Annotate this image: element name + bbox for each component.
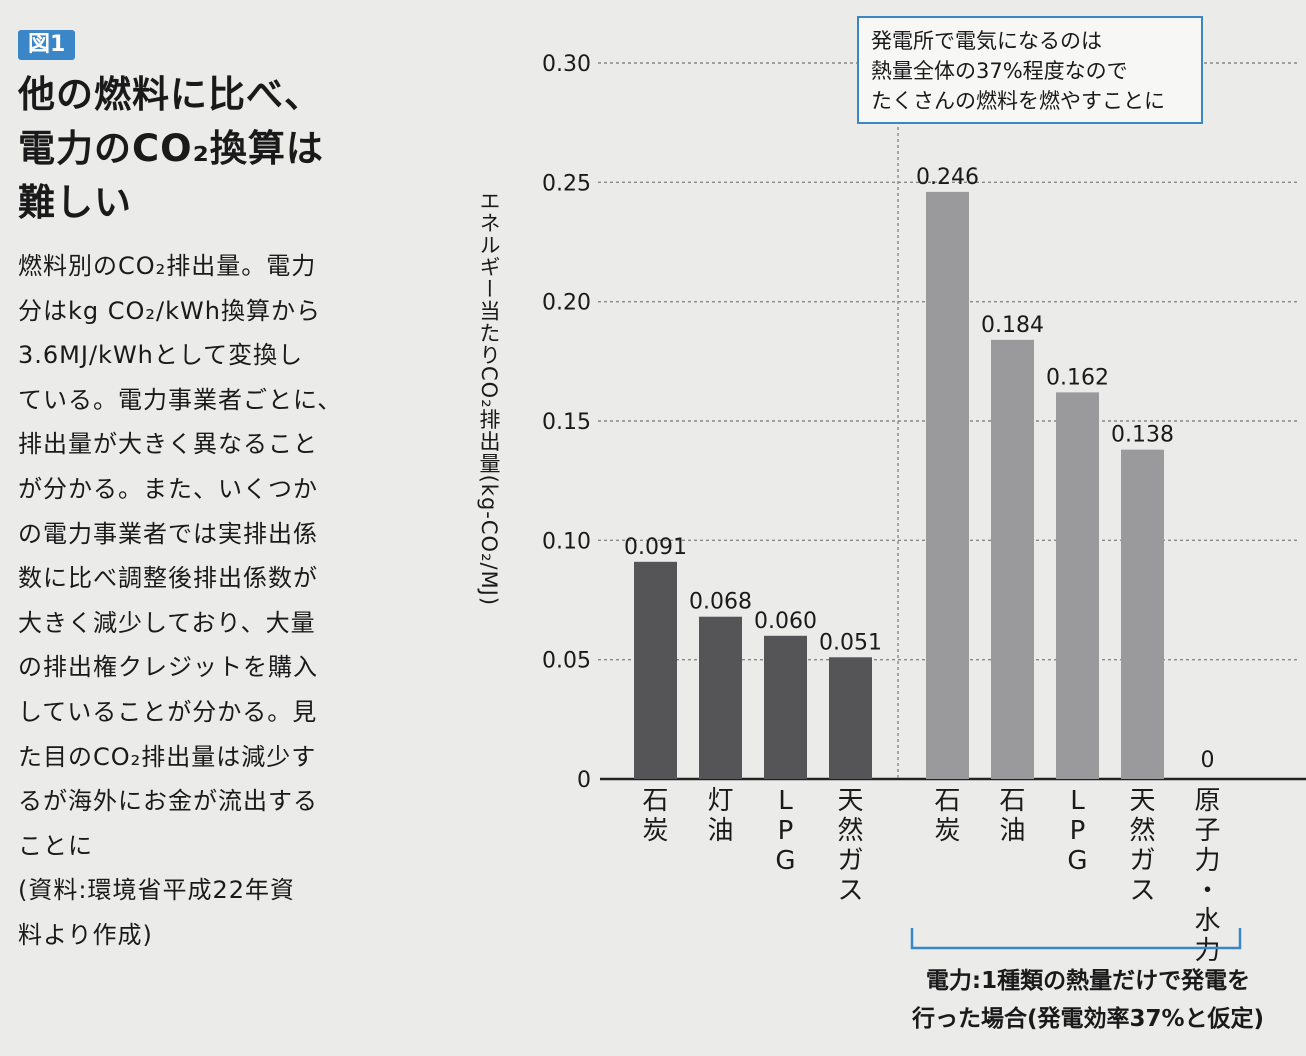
y-axis-label: エネルギー当たりCO₂排出量(kg-CO₂/MJ) <box>477 190 501 606</box>
y-tick-label-2: 0.10 <box>542 529 591 554</box>
labels: 0 0.05 0.10 0.15 0.20 0.25 0.30 エネルギー当たりCO₂排出量(… <box>477 52 1242 966</box>
value-label-g2-3: 0.138 <box>1111 423 1174 448</box>
value-label-g1-3: 0.051 <box>819 630 882 655</box>
value-label-g2-2: 0.162 <box>1046 365 1109 390</box>
category-label-g1-0: 石炭 <box>642 786 668 846</box>
bar-g1-0 <box>634 561 677 779</box>
bar-g2-1 <box>991 339 1034 779</box>
y-tick-label-6: 0.30 <box>542 52 591 77</box>
source-note: (資料:環境省平成22年資 料より作成) <box>18 876 295 949</box>
bar-g1-3 <box>829 657 872 779</box>
callout-box: 発電所で電気になるのは 熱量全体の37%程度なので たくさんの燃料を燃やすことに <box>857 16 1203 124</box>
figure-badge: 図1 <box>18 30 76 60</box>
category-label-g1-1: 灯油 <box>707 786 733 846</box>
y-tick-label-4: 0.20 <box>542 291 591 316</box>
electric-group-note: 電力:1種類の熱量だけで発電を 行った場合(発電効率37%と仮定) <box>911 968 1265 1032</box>
value-label-g2-1: 0.184 <box>981 313 1044 338</box>
value-label-g2-0: 0.246 <box>916 165 979 190</box>
category-label-g2-4: 原子力・水力 <box>1194 786 1220 966</box>
bars <box>634 191 1164 779</box>
left-column: 図1 他の燃料に比べ、 電力のCO₂換算は 難しい 燃料別のCO₂排出量。電力 … <box>18 30 390 958</box>
category-label-g2-0: 石炭 <box>934 786 960 846</box>
bar-g2-3 <box>1121 449 1164 779</box>
value-label-g1-2: 0.060 <box>754 609 817 634</box>
category-label-g2-3: 天然ガス <box>1129 786 1155 906</box>
category-label-g2-1: 石油 <box>999 786 1025 846</box>
category-label-g1-3: 天然ガス <box>837 786 863 906</box>
bar-g1-2 <box>764 635 807 779</box>
y-tick-label-5: 0.25 <box>542 171 591 196</box>
value-label-g1-0: 0.091 <box>624 535 687 560</box>
value-label-g1-1: 0.068 <box>689 590 752 615</box>
bar-g1-1 <box>699 616 742 779</box>
headline: 他の燃料に比べ、 電力のCO₂換算は 難しい <box>18 73 324 224</box>
body-text: 燃料別のCO₂排出量。電力 分はkg CO₂/kWh換算から 3.6MJ/kWh… <box>18 252 343 860</box>
y-tick-label-0: 0 <box>577 768 591 793</box>
bar-g2-2 <box>1056 392 1099 779</box>
y-tick-label-1: 0.05 <box>542 649 591 674</box>
y-tick-label-3: 0.15 <box>542 410 591 435</box>
bar-g2-0 <box>926 191 969 779</box>
value-label-g2-4: 0 <box>1201 748 1215 773</box>
electric-group-bracket <box>910 928 1242 950</box>
